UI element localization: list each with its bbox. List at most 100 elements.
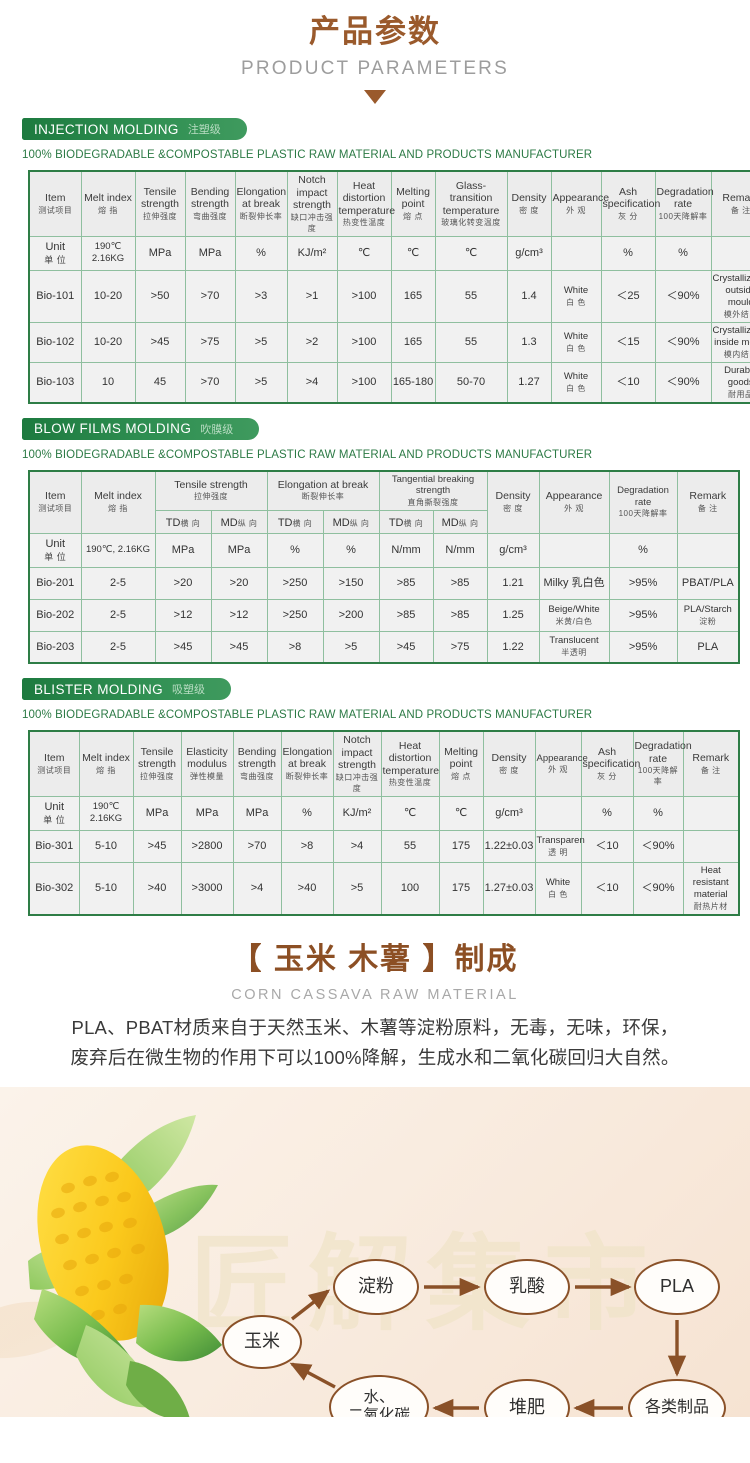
- table-cell: White 白 色: [550, 361, 602, 403]
- table-cell: >85: [432, 598, 488, 632]
- unit-cell: %: [580, 795, 634, 831]
- unit-label: Unit 单 位: [28, 235, 82, 271]
- unit-label: Unit 单 位: [28, 532, 82, 568]
- badge-label-en: INJECTION MOLDING: [34, 121, 179, 137]
- unit-cell: N/mm: [378, 532, 434, 568]
- unit-cell: %: [632, 795, 684, 831]
- table-row: Bio-202 2-5 >12 >12 >250 >200 >85 >85 1.25 Beige/…: [28, 598, 740, 632]
- table-row: Bio-203 2-5 >45 >45 >8 >5 >45 >75 1.22 Translucen…: [28, 630, 740, 664]
- table-cell: 50-70: [434, 361, 508, 403]
- col-elongation-at-break: Elongation at break 断裂伸长率: [280, 730, 334, 797]
- col-degradation-rate: Degradation rate 100天降解率: [654, 170, 714, 237]
- table-cell: >3: [234, 269, 288, 323]
- table-cell: >12: [210, 598, 268, 632]
- blister-table-body: Unit 单 位 190℃ 2.16KG MPa MPa MPa % KJ/m² …: [28, 795, 740, 915]
- flow-arrows: [289, 1277, 687, 1417]
- table-cell: >8: [280, 829, 334, 863]
- blow-films-table-body: Unit 单 位 190℃, 2.16KG MPa MPa % % N/mm N/…: [28, 532, 740, 664]
- col-melting-point: Melting point 熔 点: [390, 170, 436, 237]
- arrow-corn-to-starch: [290, 1288, 331, 1320]
- section-blow-films-molding: BLOW FILMS MOLDING 吹膜级 100% BIODEGRADABL…: [0, 417, 750, 461]
- col-item: Item 测试项目: [28, 470, 82, 534]
- badge-label-cn: 吸塑级: [172, 684, 206, 696]
- col-elongation-at-break: Elongation at break 断裂伸长率: [234, 170, 288, 237]
- col-glass-transition-temperature: Glass-transition temperature 玻璃化转变温度: [434, 170, 508, 237]
- col-item: Item 测试项目: [28, 730, 80, 797]
- table-cell: >70: [232, 829, 282, 863]
- unit-cell: ℃: [380, 795, 440, 831]
- unit-cell: MPa: [184, 235, 236, 271]
- row-item-label: Bio-302: [28, 861, 80, 915]
- row-item-label: Bio-101: [28, 269, 82, 323]
- arrow-water-to-corn: [289, 1362, 336, 1388]
- col-density: Density 密 度: [482, 730, 536, 797]
- col-item: Item 测试项目: [28, 170, 82, 237]
- table-cell: 10: [80, 361, 136, 403]
- table-cell: Milky 乳白色: [538, 566, 610, 600]
- unit-cell: ℃: [434, 235, 508, 271]
- table-cell: 165-180: [390, 361, 436, 403]
- section-subtitle: 100% BIODEGRADABLE &COMPOSTABLE PLASTIC …: [22, 709, 593, 721]
- col-ash-specification: Ash specification 灰 分: [600, 170, 660, 237]
- col-melt-index: Melt index 熔 指: [80, 470, 156, 534]
- corn-description: PLA、PBAT材质来自于天然玉米、木薯等淀粉原料，无毒，无味，环保， 废弃后在…: [0, 1013, 750, 1073]
- injection-molding-table: Item 测试项目 Melt index 熔 指 Tensile strength 拉…: [28, 170, 750, 404]
- table-cell: >20: [154, 566, 212, 600]
- table-cell: Heat resistant material 耐热片材: [682, 861, 740, 915]
- unit-cell: N/mm: [432, 532, 488, 568]
- row-item-label: Bio-103: [28, 361, 82, 403]
- table-cell: >8: [266, 630, 324, 664]
- table-cell: >45: [132, 829, 182, 863]
- table-row: Bio-301 5-10 >45 >2800 >70 >8 >4 55 175 1.22±0.03…: [28, 829, 740, 863]
- table-cell: >100: [336, 321, 392, 363]
- table-cell: >250: [266, 598, 324, 632]
- unit-cell: [676, 532, 740, 568]
- table-cell: ＜90%: [654, 269, 712, 323]
- table-cell: >85: [432, 566, 488, 600]
- corn-title-en: CORN CASSAVA RAW MATERIAL: [231, 986, 519, 1003]
- corn-description-line1: PLA、PBAT材质来自于天然玉米、木薯等淀粉原料，无毒，无味，环保，: [71, 1016, 679, 1038]
- section-badge-blow-films: BLOW FILMS MOLDING 吹膜级: [22, 417, 260, 440]
- unit-cell: 190℃ 2.16KG: [78, 795, 134, 831]
- unit-cell: 190℃ 2.16KG: [80, 235, 136, 271]
- flow-node-lactic-acid: 乳酸: [484, 1258, 570, 1315]
- table-cell: >4: [332, 829, 382, 863]
- flow-node-label: 水、 二氧化碳: [347, 1388, 410, 1417]
- table-cell: >100: [336, 269, 392, 323]
- table-header-row: Item 测试项目 Melt index 熔 指 Tensile strength 拉…: [28, 170, 750, 237]
- corn-description-line2: 废弃后在微生物的作用下可以100%降解，生成水和二氧化碳回归大自然。: [70, 1046, 680, 1068]
- table-cell: ＜90%: [654, 321, 712, 363]
- table-cell: 1.22±0.03: [482, 829, 536, 863]
- blister-molding-table: Item 测试项目 Melt index 熔 指 Tensile strength 拉…: [28, 730, 740, 916]
- table-cell: Beige/White 米黄/白色: [538, 598, 610, 632]
- table-cell: >75: [432, 630, 488, 664]
- unit-cell: MPa: [154, 532, 212, 568]
- table-cell: 175: [438, 829, 484, 863]
- row-item-label: Bio-201: [28, 566, 82, 600]
- unit-cell: MPa: [210, 532, 268, 568]
- section-badge-injection: INJECTION MOLDING 注塑级: [22, 118, 247, 140]
- table-cell: ＜90%: [654, 361, 712, 403]
- table-cell: >3000: [180, 861, 234, 915]
- section-subtitle: 100% BIODEGRADABLE &COMPOSTABLE PLASTIC …: [22, 149, 593, 161]
- col-elasticity-modulus: Elasticity modulus 弹性模量: [180, 730, 234, 797]
- table-cell: Crystallization outside mould模外结晶: [710, 269, 750, 323]
- table-row-unit: Unit 单 位 190℃ 2.16KG MPa MPa % KJ/m² ℃ ℃ …: [28, 235, 750, 271]
- unit-cell: KJ/m²: [332, 795, 382, 831]
- unit-cell: %: [234, 235, 288, 271]
- table-cell: >75: [184, 321, 236, 363]
- col-tensile-td: TD横 向: [154, 509, 212, 534]
- table-cell: ＜90%: [632, 829, 684, 863]
- badge-label-en: BLOW FILMS MOLDING: [34, 421, 192, 436]
- flow-node-label: PLA: [659, 1276, 695, 1296]
- unit-cell: %: [600, 235, 656, 271]
- unit-cell: [550, 235, 602, 271]
- table-cell: >45: [378, 630, 434, 664]
- unit-cell: %: [322, 532, 380, 568]
- unit-cell: [534, 795, 582, 831]
- row-item-label: Bio-202: [28, 598, 82, 632]
- corn-title-cn: 【 玉米 木薯 】制成: [231, 942, 519, 976]
- table-cell: 2-5: [80, 630, 156, 664]
